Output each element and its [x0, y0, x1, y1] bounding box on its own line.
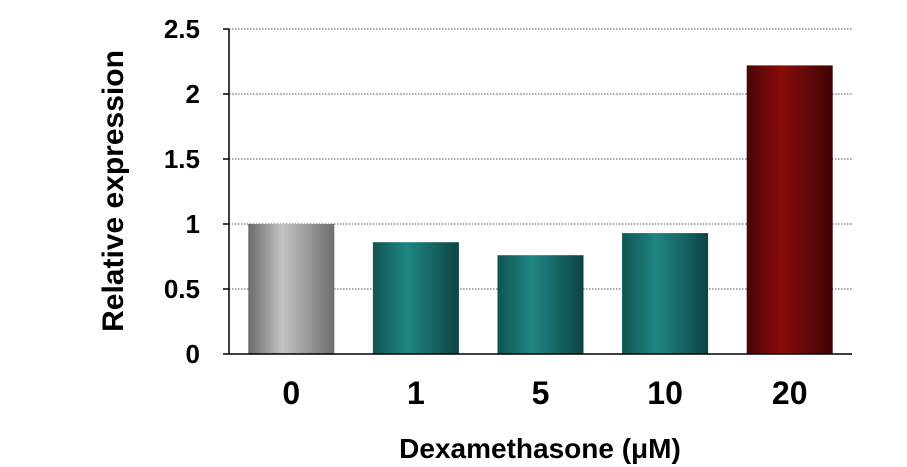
y-tick-label: 0 — [186, 339, 200, 369]
x-tick-label: 20 — [772, 375, 808, 411]
x-tick-label: 5 — [532, 375, 550, 411]
bar-0 — [248, 224, 335, 354]
y-axis-title: Relative expression — [97, 50, 130, 332]
x-tick-label: 10 — [647, 375, 683, 411]
y-tick-label: 2.5 — [164, 14, 200, 44]
bar-1 — [372, 242, 459, 354]
x-tick-labels: 0 1 5 10 20 — [282, 375, 807, 411]
y-tick-label: 0.5 — [164, 274, 200, 304]
bar-10 — [622, 233, 709, 354]
x-tick-label: 0 — [282, 375, 300, 411]
y-tick-label: 2 — [186, 79, 200, 109]
y-tick-label: 1 — [186, 209, 200, 239]
bar-5 — [497, 255, 584, 354]
bars — [248, 65, 833, 355]
y-tick-labels: 0 0.5 1 1.5 2 2.5 — [164, 14, 200, 369]
bar-20 — [746, 65, 833, 355]
x-tick-label: 1 — [407, 375, 425, 411]
x-axis-title: Dexamethasone (μM) — [399, 433, 681, 464]
y-tick-label: 1.5 — [164, 144, 200, 174]
